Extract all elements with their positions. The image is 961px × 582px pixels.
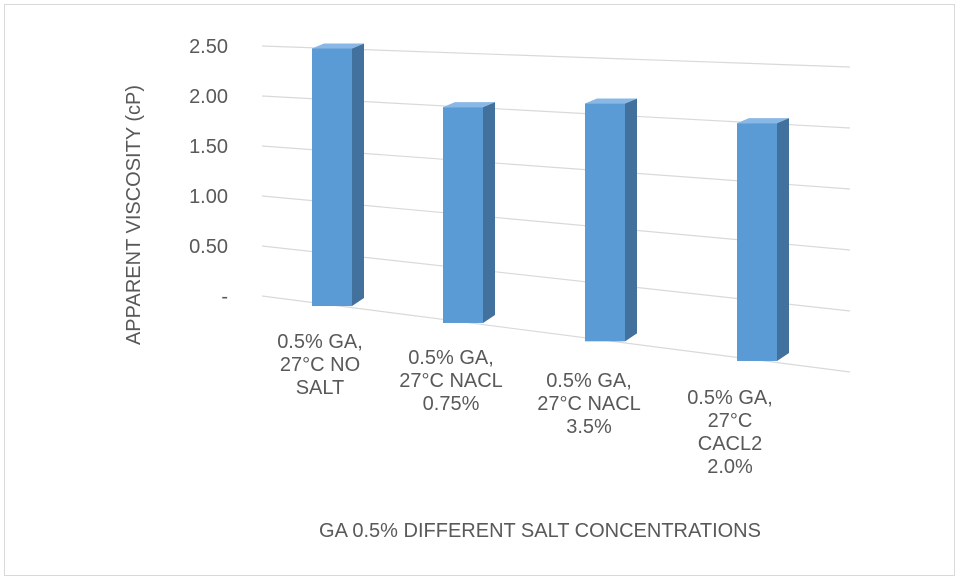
bar-side xyxy=(625,98,637,342)
y-axis-ticks: - 0.50 1.00 1.50 2.00 2.50 xyxy=(189,36,228,308)
y-tick-label: 2.50 xyxy=(189,36,228,58)
bar xyxy=(443,102,495,323)
bars xyxy=(312,43,789,361)
bar xyxy=(585,98,637,342)
x-category-label: 0.5% GA, 27°C NACL 0.75% xyxy=(399,347,503,415)
bar-top xyxy=(443,102,495,108)
bar-front xyxy=(585,103,625,342)
bar-side xyxy=(352,43,364,307)
x-category-label: 0.5% GA, 27°C CACL2 2.0% xyxy=(687,387,773,478)
y-tick-label: 0.50 xyxy=(189,236,228,258)
y-axis-label: APPARENT VISCOSITY (cP) xyxy=(123,85,145,345)
bar-top xyxy=(737,118,789,124)
bar-front xyxy=(312,48,352,307)
bar-top xyxy=(312,43,364,49)
y-tick-label: 1.00 xyxy=(189,186,228,208)
y-tick-label: 2.00 xyxy=(189,86,228,108)
bar xyxy=(312,43,364,307)
bar-front xyxy=(443,107,483,323)
y-tick-label: - xyxy=(221,286,228,308)
bar-top xyxy=(585,98,637,104)
x-category-label: 0.5% GA, 27°C NACL 3.5% xyxy=(537,370,641,438)
bar-side xyxy=(483,102,495,323)
bar xyxy=(737,118,789,361)
bar-side xyxy=(777,118,789,361)
bar-front xyxy=(737,123,777,361)
x-axis-label: GA 0.5% DIFFERENT SALT CONCENTRATIONS xyxy=(319,520,761,542)
x-category-label: 0.5% GA, 27°C NO SALT xyxy=(277,331,363,399)
y-tick-label: 1.50 xyxy=(189,136,228,158)
x-axis-categories: 0.5% GA, 27°C NO SALT 0.5% GA, 27°C NACL 0.75… xyxy=(277,331,773,478)
